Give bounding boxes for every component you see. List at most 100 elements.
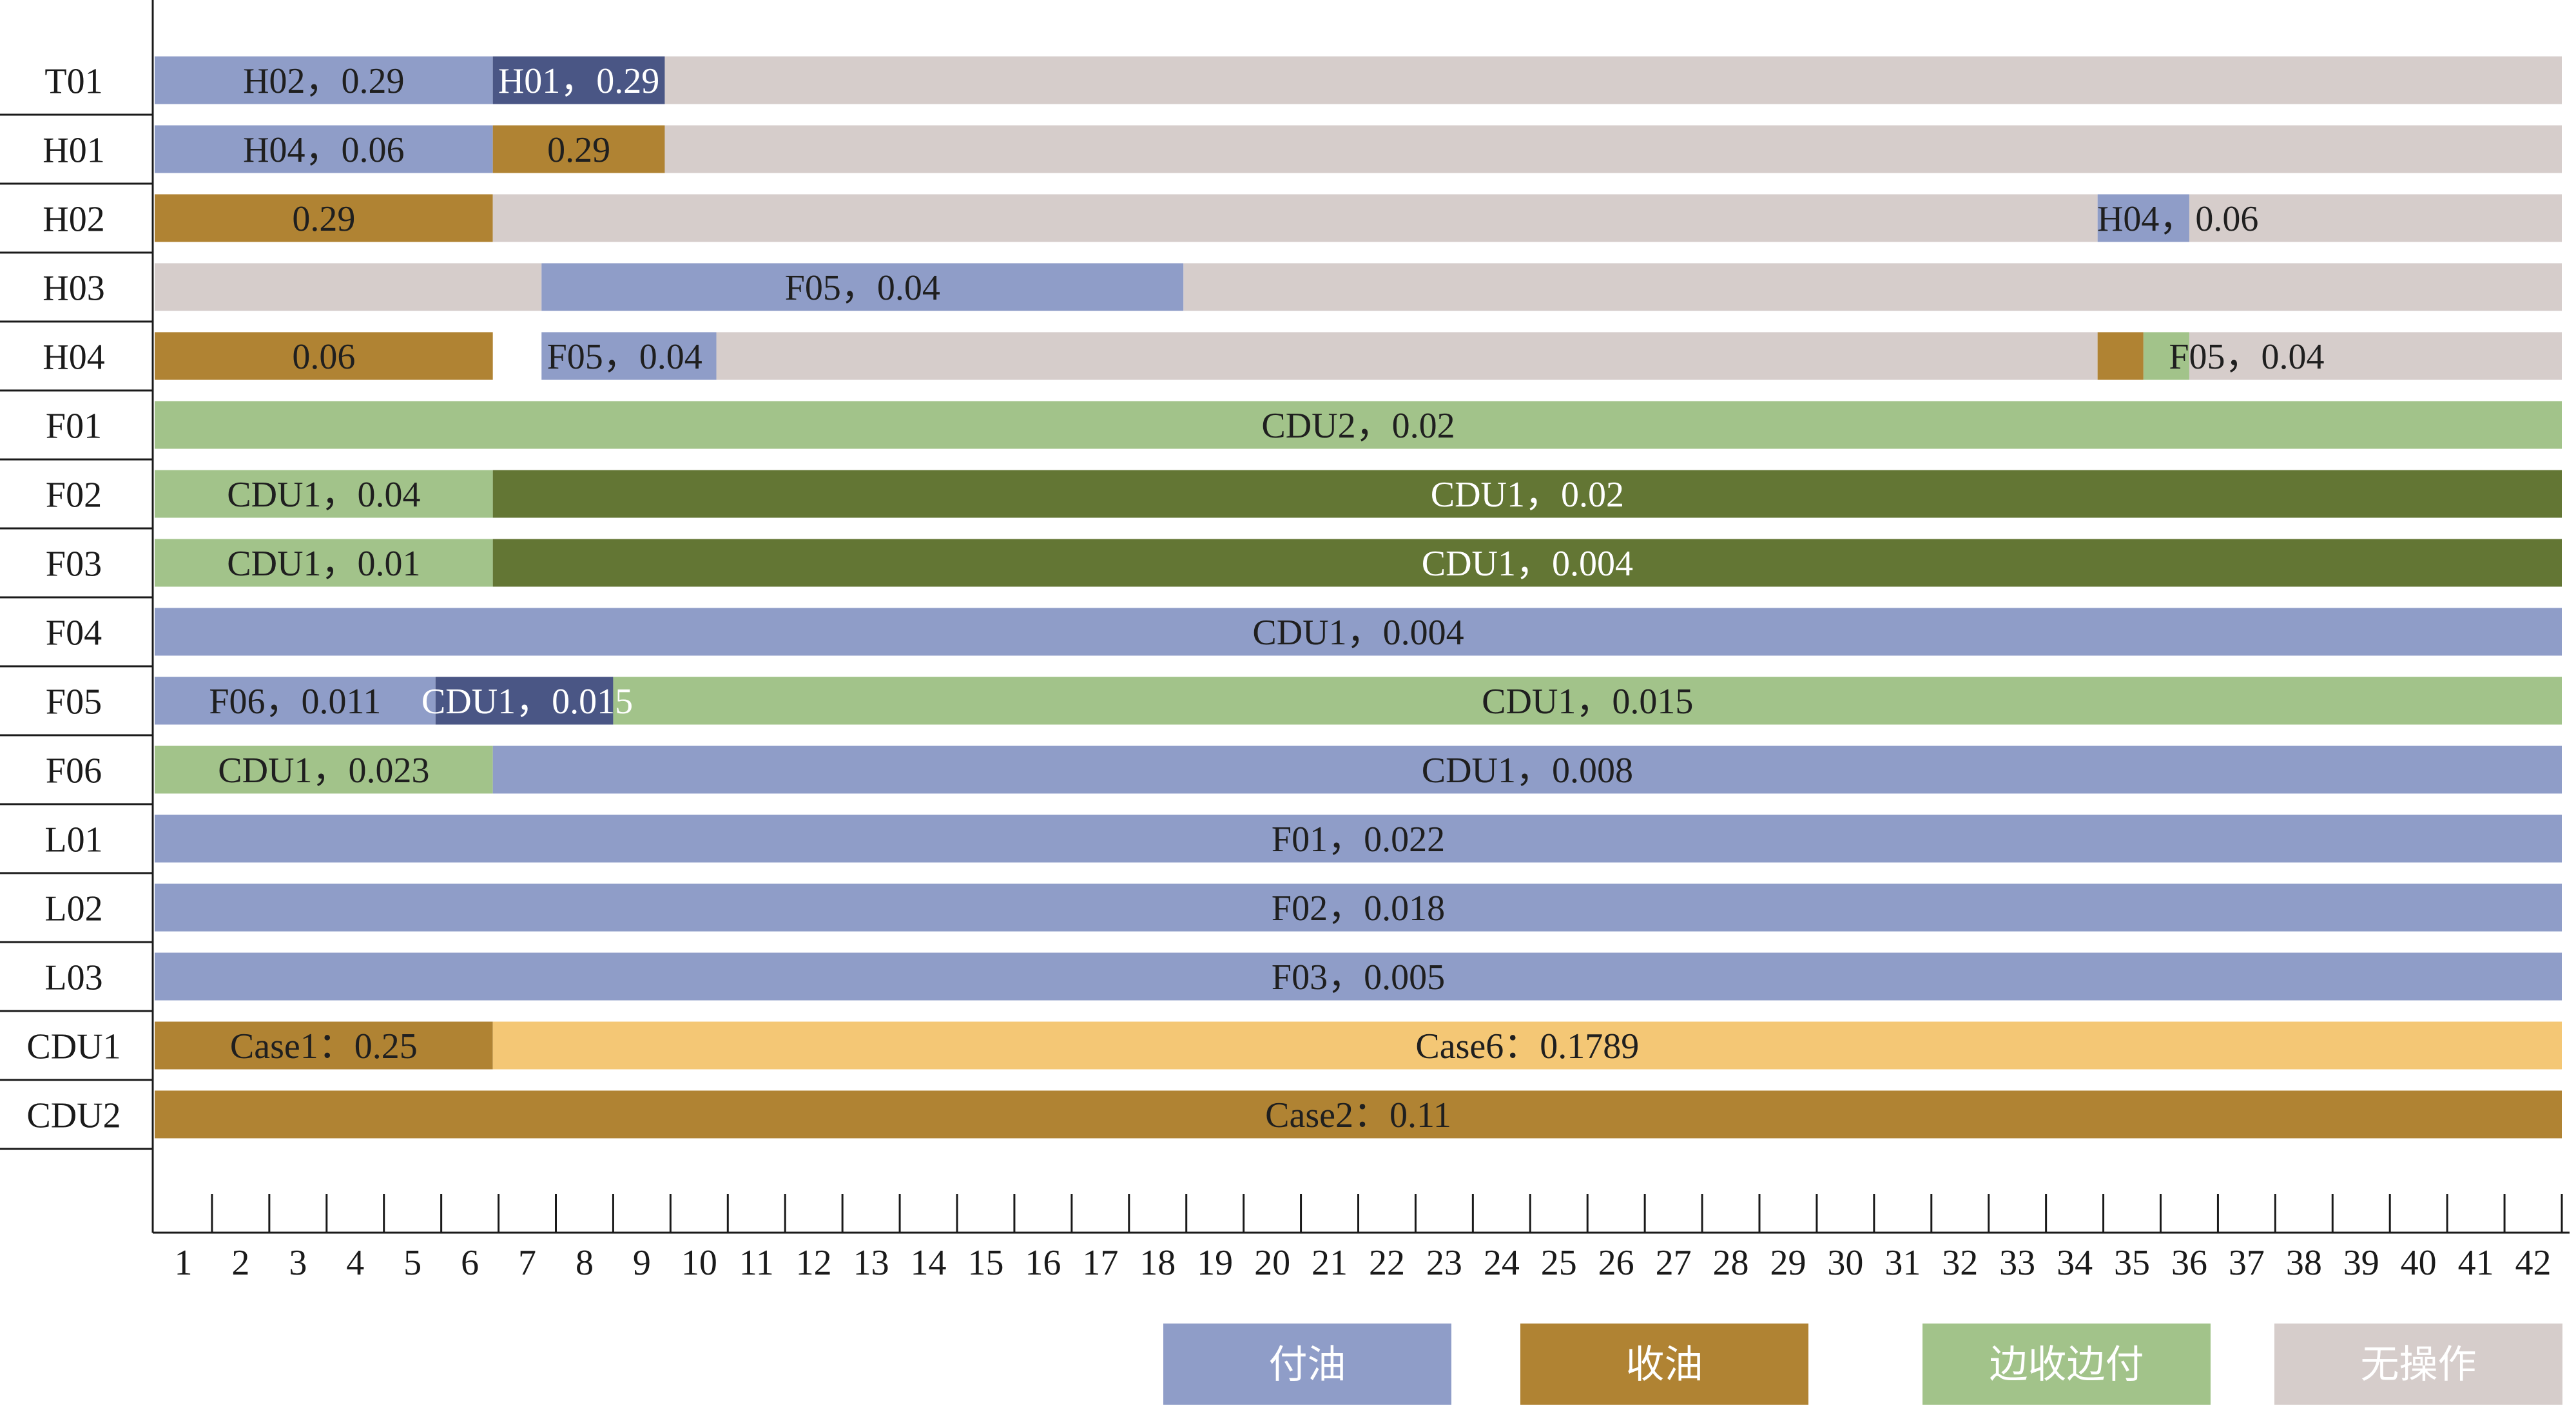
row-label-h03: H03 — [43, 269, 104, 309]
bar-label-l03-32: F03，0.005 — [1272, 958, 1445, 997]
bar-label-l01-30: F01，0.022 — [1272, 820, 1445, 860]
bar-h04-bian-17 — [2143, 332, 2189, 380]
legend-swatch-fu — [1163, 1324, 1451, 1405]
bar-h01-none-5 — [664, 125, 2562, 173]
x-tick-label-35: 35 — [2114, 1243, 2150, 1283]
bar-f05-bian-27 — [613, 677, 2562, 725]
row-label-l02: L02 — [44, 889, 102, 929]
bar-label-f03-23: CDU1，0.004 — [1422, 544, 1633, 584]
x-tick-label-9: 9 — [633, 1243, 651, 1283]
bar-f03-bian-22 — [155, 539, 493, 587]
bar-label-f05-25: F06，0.011 — [209, 682, 381, 722]
bar-h01-fu-3 — [155, 125, 493, 173]
row-label-t01: T01 — [44, 62, 102, 102]
bar-label-cdu1-34: Case6：0.1789 — [1415, 1026, 1639, 1066]
legend-label-shou: 收油 — [1626, 1343, 1703, 1386]
bar-h02-shou-6 — [155, 194, 493, 242]
x-tick-label-8: 8 — [576, 1243, 594, 1283]
overlay-label-f05-3: CDU1，0.015 — [421, 682, 633, 722]
bar-h02-fu-8 — [2097, 194, 2189, 242]
bar-f04-fu-24 — [155, 608, 2562, 656]
bar-cdu2-shou-35 — [155, 1090, 2562, 1139]
x-tick-label-2: 2 — [231, 1243, 249, 1283]
legend: 付油 收油 边收边付 无操作 — [1163, 1324, 2562, 1405]
legend-label-bian: 边收边付 — [1990, 1343, 2144, 1386]
row-label-l01: L01 — [44, 820, 102, 860]
bar-label-f06-29: CDU1，0.008 — [1422, 751, 1633, 791]
bar-label-t01-0: H02，0.29 — [243, 61, 404, 101]
legend-swatch-none — [2274, 1324, 2562, 1405]
x-tick-label-39: 39 — [2343, 1243, 2379, 1283]
overlay-label-h04-2: F05，0.04 — [2169, 337, 2324, 377]
x-tick-label-32: 32 — [1942, 1243, 1978, 1283]
bar-label-f06-28: CDU1，0.023 — [218, 751, 429, 791]
bar-h04-none-18 — [2189, 332, 2562, 380]
bar-label-l02-31: F02，0.018 — [1272, 889, 1445, 929]
bar-l01-fu-30 — [155, 814, 2562, 863]
x-tick-label-41: 41 — [2458, 1243, 2494, 1283]
x-tick-label-26: 26 — [1598, 1243, 1634, 1283]
bar-h03-none-10 — [155, 263, 542, 311]
overlay-label-h02-0: H04，0.06 — [2097, 199, 2258, 239]
x-tick-label-17: 17 — [1082, 1243, 1118, 1283]
x-tick-label-25: 25 — [1541, 1243, 1577, 1283]
x-tick-label-42: 42 — [2515, 1243, 2552, 1283]
x-tick-label-11: 11 — [739, 1243, 774, 1283]
x-tick-label-14: 14 — [911, 1243, 947, 1283]
bar-label-h01-3: H04，0.06 — [243, 130, 404, 170]
x-tick-label-15: 15 — [967, 1243, 1003, 1283]
legend-label-none: 无操作 — [2361, 1343, 2477, 1386]
bar-h03-none-12 — [1183, 263, 2562, 311]
bar-label-t01-1: H01，0.29 — [498, 61, 659, 101]
x-tick-label-5: 5 — [403, 1243, 421, 1283]
x-tick-label-40: 40 — [2401, 1243, 2437, 1283]
bar-h02-none-7 — [492, 194, 2098, 242]
x-tick-label-31: 31 — [1884, 1243, 1921, 1283]
bar-cdu1-shou-33 — [155, 1021, 493, 1070]
bar-f06-fu-29 — [492, 746, 2562, 794]
bar-h01-shou-4 — [492, 125, 665, 173]
bar-label-f05-27: CDU1，0.015 — [1482, 682, 1693, 722]
bar-label-h03-11: F05，0.04 — [785, 268, 940, 308]
x-tick-label-6: 6 — [461, 1243, 479, 1283]
row-label-h01: H01 — [43, 131, 104, 171]
bar-t01-fu-0 — [155, 56, 493, 104]
bar-label-f02-20: CDU1，0.04 — [227, 475, 420, 515]
bar-h04-none-15 — [716, 332, 2098, 380]
bar-f02-bian-20 — [155, 470, 493, 518]
row-label-h02: H02 — [43, 200, 104, 240]
legend-swatch-bian — [1922, 1324, 2211, 1405]
row-label-f05: F05 — [46, 682, 102, 722]
bar-h04-shou-16 — [2097, 332, 2144, 380]
row-label-h04: H04 — [43, 338, 104, 378]
x-tick-label-30: 30 — [1827, 1243, 1863, 1283]
x-tick-label-18: 18 — [1139, 1243, 1176, 1283]
row-label-f03: F03 — [46, 544, 102, 584]
x-tick-label-20: 20 — [1254, 1243, 1290, 1283]
bar-label-f04-24: CDU1，0.004 — [1252, 613, 1464, 653]
bar-cdu1-case-34 — [492, 1021, 2562, 1070]
x-tick-label-38: 38 — [2286, 1243, 2322, 1283]
row-label-cdu1: CDU1 — [26, 1027, 121, 1067]
bar-label-cdu1-33: Case1：0.25 — [230, 1026, 418, 1066]
overlay-label-h04-1: F05，0.04 — [547, 337, 702, 377]
x-tick-label-1: 1 — [174, 1243, 192, 1283]
bar-h03-fu-11 — [541, 263, 1184, 311]
bar-label-cdu2-35: Case2：0.11 — [1265, 1095, 1451, 1135]
bar-t01-fu_dark-1 — [492, 56, 665, 104]
x-tick-label-24: 24 — [1484, 1243, 1520, 1283]
row-label-f04: F04 — [46, 613, 102, 653]
bar-h04-shou-13 — [155, 332, 493, 380]
bar-label-h02-6: 0.29 — [292, 199, 355, 239]
x-tick-label-13: 13 — [853, 1243, 889, 1283]
x-tick-label-33: 33 — [1999, 1243, 2035, 1283]
bar-label-f03-22: CDU1，0.01 — [227, 544, 420, 584]
x-tick-label-27: 27 — [1656, 1243, 1692, 1283]
x-tick-label-22: 22 — [1369, 1243, 1405, 1283]
legend-label-fu: 付油 — [1269, 1343, 1346, 1386]
bar-f03-bian_dark-23 — [492, 539, 2562, 587]
bar-l02-fu-31 — [155, 883, 2562, 932]
row-label-l03: L03 — [44, 958, 102, 998]
x-tick-label-19: 19 — [1197, 1243, 1233, 1283]
